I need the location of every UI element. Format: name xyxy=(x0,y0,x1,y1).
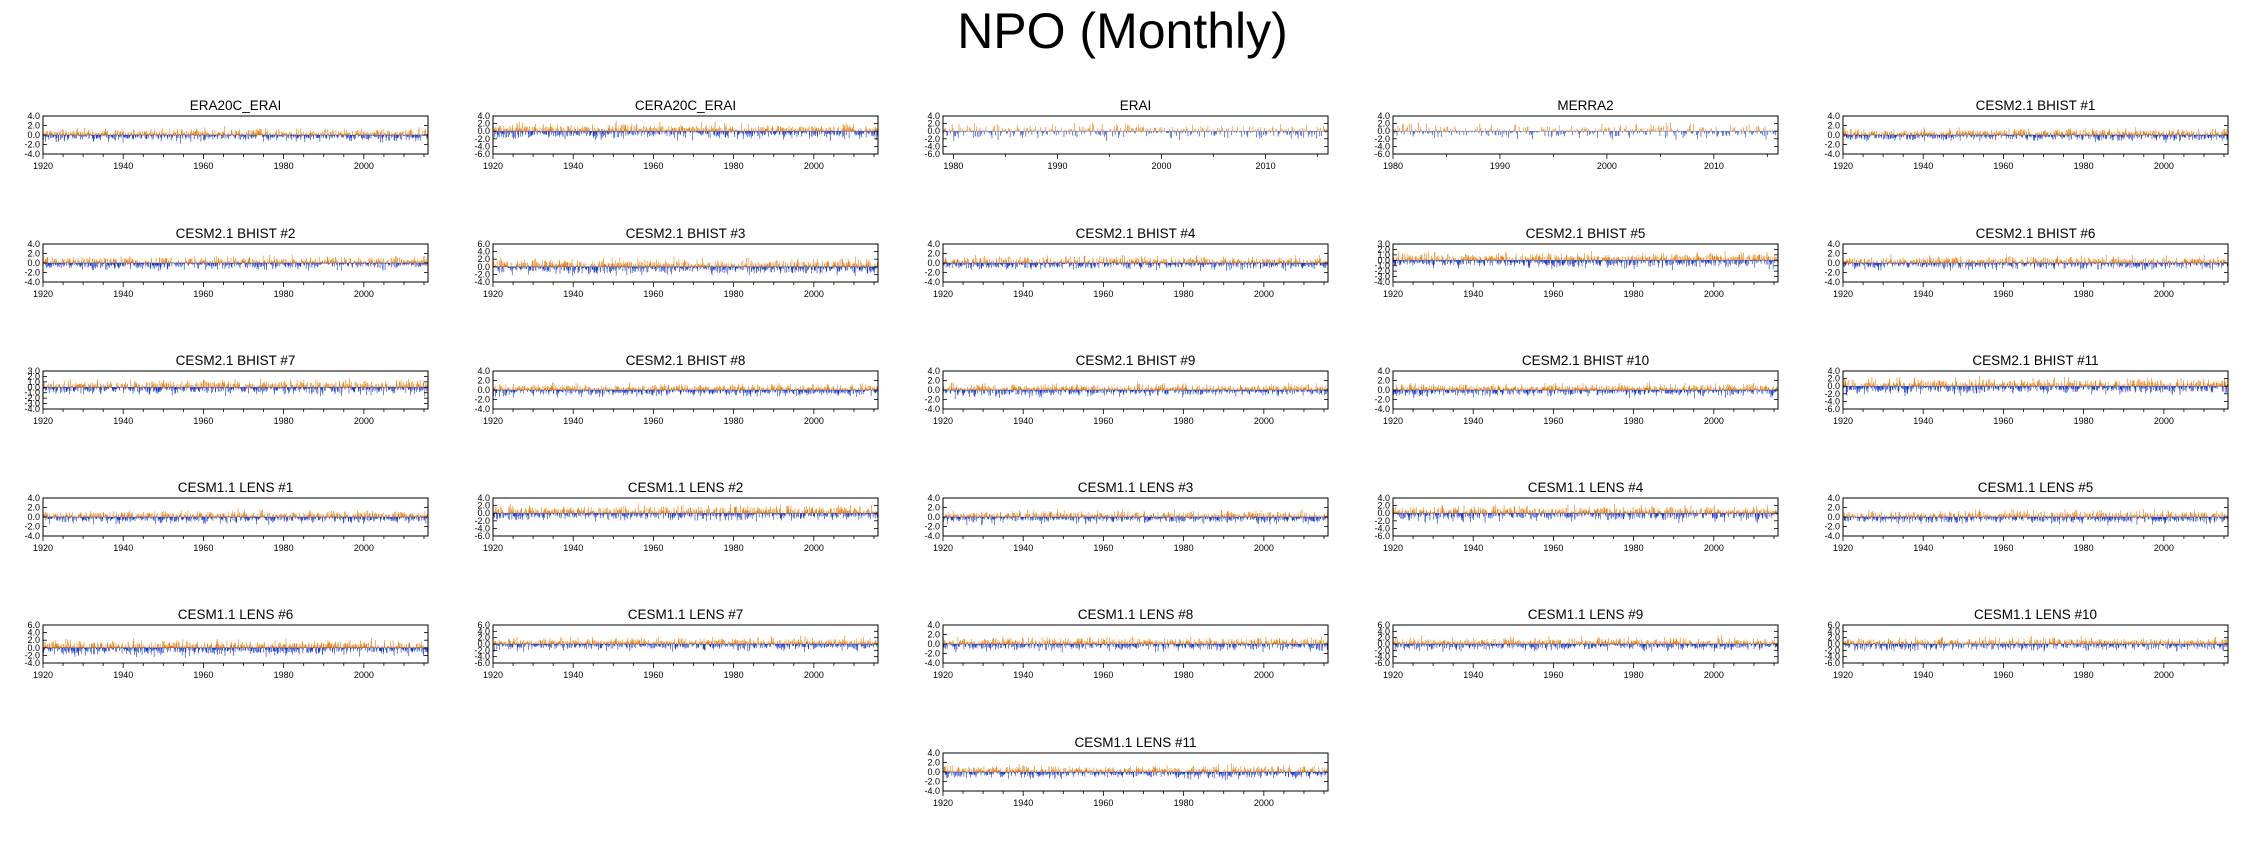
x-tick-label: 1940 xyxy=(113,161,133,171)
y-tick-label: -2.0 xyxy=(474,134,490,144)
x-tick-label: 2000 xyxy=(354,161,374,171)
y-tick-label: -2.0 xyxy=(924,134,940,144)
bar-series xyxy=(42,254,429,271)
x-tick-label: 2000 xyxy=(804,161,824,171)
x-tick-label: 1940 xyxy=(563,161,583,171)
y-tick-label: -4.0 xyxy=(924,141,940,151)
y-tick-label: 0.0 xyxy=(1377,126,1390,136)
y-tick-label: 4.0 xyxy=(1377,111,1390,121)
bar-series xyxy=(1393,121,1778,140)
panel-title: ERA20C_ERAI xyxy=(190,98,282,113)
x-tick-label: 1960 xyxy=(1993,161,2013,171)
y-tick-label: 4.0 xyxy=(477,111,490,121)
y-tick-label: -2.0 xyxy=(1824,140,1840,150)
x-tick-label: 1990 xyxy=(1047,161,1067,171)
x-tick-label: 2000 xyxy=(2154,161,2174,171)
x-tick-label: 2000 xyxy=(1597,161,1617,171)
x-tick-label: 1920 xyxy=(483,161,503,171)
x-tick-label: 2010 xyxy=(1704,161,1724,171)
panel-title: CERA20C_ERAI xyxy=(635,98,736,113)
x-tick-label: 1980 xyxy=(1383,161,1403,171)
x-tick-label: 1980 xyxy=(943,161,963,171)
y-tick-label: -4.0 xyxy=(1374,141,1390,151)
panel-title: CESM2.1 BHIST #1 xyxy=(1976,98,2096,113)
bar-series xyxy=(943,122,1328,141)
y-tick-label: 0.0 xyxy=(477,126,490,136)
x-tick-label: 1920 xyxy=(1833,161,1853,171)
bar-series xyxy=(492,120,879,141)
y-tick-label: -2.0 xyxy=(24,140,40,150)
chart-panel: MERRA2 4.02.00.0-2.0-4.0-6.0 1980 1990 2000 2… xyxy=(1374,98,1779,171)
chart-panel: CESM2.1 BHIST #1 4.02.00.0-2.0-4.0 1920 194… xyxy=(1824,98,2229,171)
y-tick-label: -4.0 xyxy=(24,149,40,159)
panel-title: CESM2.1 BHIST #2 xyxy=(176,226,296,241)
x-tick-label: 1960 xyxy=(193,161,213,171)
x-tick-label: 1980 xyxy=(724,161,744,171)
x-tick-label: 1990 xyxy=(1490,161,1510,171)
y-tick-label: 0.0 xyxy=(927,126,940,136)
y-tick-label: -6.0 xyxy=(474,149,490,159)
bar-series xyxy=(1842,127,2229,144)
y-tick-label: 2.0 xyxy=(27,121,40,131)
y-tick-label: 2.0 xyxy=(1827,121,1840,131)
y-tick-label: -4.0 xyxy=(1824,149,1840,159)
panel-title: MERRA2 xyxy=(1557,98,1613,113)
x-tick-label: 1960 xyxy=(643,161,663,171)
plot-frame xyxy=(942,115,1329,155)
y-tick-label: 2.0 xyxy=(1377,119,1390,129)
y-tick-label: 4.0 xyxy=(927,111,940,121)
plot-frame xyxy=(492,115,879,155)
y-tick-label: -2.0 xyxy=(1374,134,1390,144)
y-tick-label: 0.0 xyxy=(1827,130,1840,140)
y-tick-label: 4.0 xyxy=(27,111,40,121)
y-tick-label: -6.0 xyxy=(1374,149,1390,159)
y-tick-label: 2.0 xyxy=(927,119,940,129)
panel-title: ERAI xyxy=(1120,98,1152,113)
x-tick-label: 2000 xyxy=(1151,161,1171,171)
y-tick-label: -6.0 xyxy=(924,149,940,159)
x-tick-label: 1980 xyxy=(274,161,294,171)
x-tick-label: 1920 xyxy=(33,161,53,171)
y-tick-label: -4.0 xyxy=(474,141,490,151)
y-tick-label: 0.0 xyxy=(27,130,40,140)
y-tick-label: 4.0 xyxy=(1827,111,1840,121)
figure-title: NPO (Monthly) xyxy=(0,2,2245,60)
y-tick-label: 2.0 xyxy=(477,119,490,129)
plot-frame xyxy=(1392,115,1779,155)
chart-panel: CERA20C_ERAI 4.02.00.0-2.0-4.0-6.0 1920 194… xyxy=(474,98,879,171)
x-tick-label: 1980 xyxy=(2074,161,2094,171)
x-tick-label: 2010 xyxy=(1256,161,1276,171)
chart-panel: ERA20C_ERAI 4.02.00.0-2.0-4.0 1920 1940 1960… xyxy=(24,98,429,171)
bar-series xyxy=(42,126,429,144)
x-tick-label: 1940 xyxy=(1913,161,1933,171)
